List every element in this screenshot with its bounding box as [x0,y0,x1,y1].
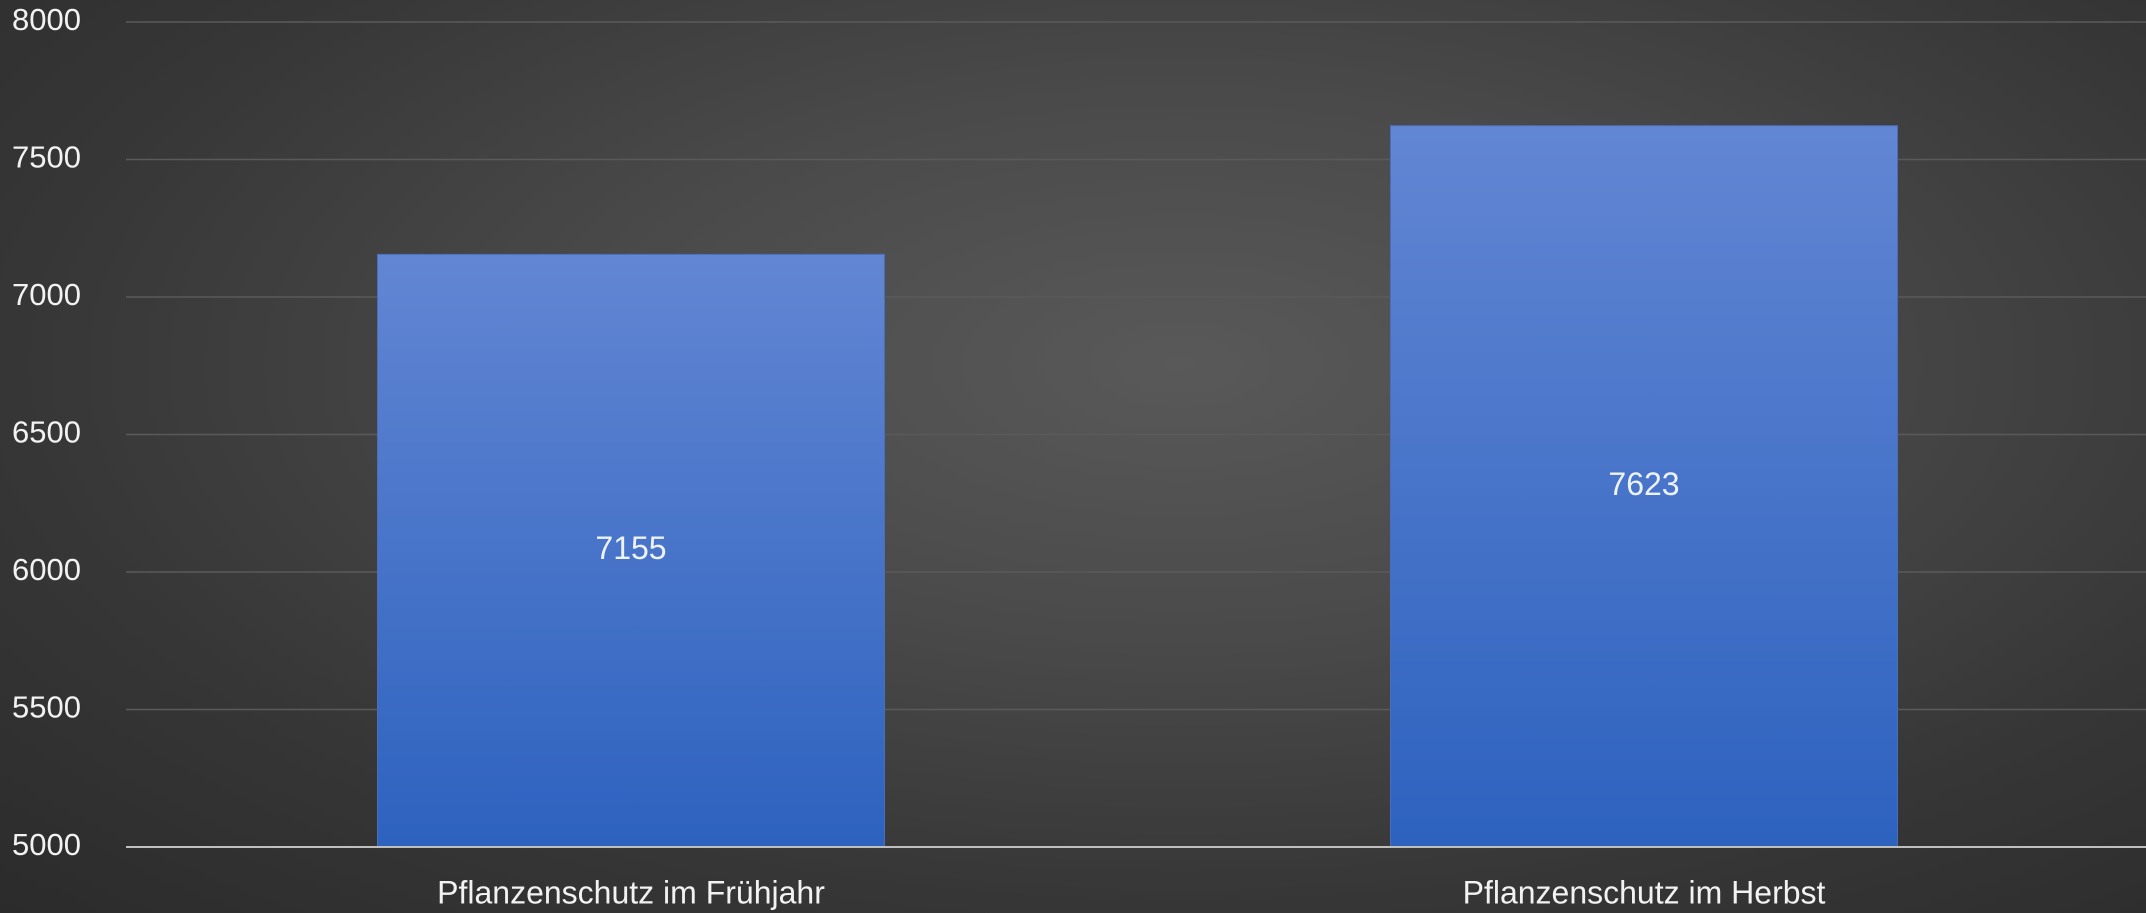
y-tick-label: 6500 [12,415,81,450]
y-tick-label: 5500 [12,690,81,725]
y-tick-label: 6000 [12,552,81,587]
y-tick-label: 5000 [12,827,81,862]
bars [377,125,1898,848]
labels: 5000 5500 6000 6500 7000 7500 8000 7155 Pflanzen… [12,2,1826,910]
y-tick-label: 7500 [12,140,81,175]
data-label: 7155 [595,530,666,566]
x-category-label: Pflanzenschutz im Herbst [1463,874,1826,910]
x-category-label: Pflanzenschutz im Frühjahr [437,874,825,910]
y-tick-label: 7000 [12,277,81,312]
bar-2 [1390,125,1898,848]
data-label: 7623 [1608,466,1679,502]
bar-1 [377,253,885,848]
y-tick-label: 8000 [12,2,81,37]
